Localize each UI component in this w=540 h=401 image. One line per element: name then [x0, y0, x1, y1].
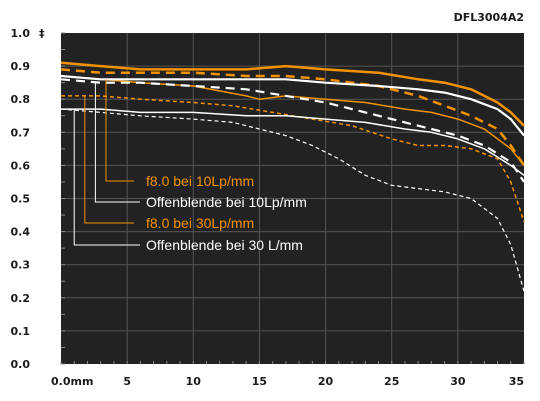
x-axis: 0.0mm 5 10 15 20 25 30 35 [51, 375, 524, 388]
series-line-1 [60, 61, 525, 127]
x-tick-label: 0.0mm [51, 375, 93, 388]
series-group [60, 61, 526, 292]
y-axis: 0.0 0.1 0.2 0.3 0.4 0.5 0.6 0.7 0.8 0.9 1.0 ‡ [11, 27, 46, 371]
chart-code: DFL3004A2 [454, 11, 524, 24]
y-tick-label: 0.3 [11, 259, 31, 272]
legend-label-3: f8.0 bei 30Lp/mm [146, 215, 254, 231]
series-line-6 [60, 78, 525, 183]
series-line-7 [61, 108, 525, 176]
legend-leader-2 [94, 82, 140, 203]
y-tick-label: 0.1 [11, 325, 31, 338]
y-top-marker: ‡ [39, 27, 45, 40]
x-tick-label: 30 [450, 375, 466, 388]
y-tick-label: 0.0 [11, 358, 31, 371]
x-tick-label: 15 [252, 375, 267, 388]
legend-label-4: Offenblende bei 30 L/mm [146, 237, 303, 253]
legend-leader-4 [73, 109, 140, 246]
legend-leader-1 [105, 79, 134, 182]
series-line-5 [60, 74, 525, 137]
series-line-4 [61, 95, 525, 222]
y-tick-label: 0.2 [11, 292, 31, 305]
legend-label-1: f8.0 bei 10Lp/mm [146, 173, 254, 189]
legend-leader-3 [84, 95, 134, 224]
x-tick-label: 5 [123, 375, 131, 388]
x-tick-label: 25 [384, 375, 399, 388]
y-tick-label: 0.6 [11, 159, 31, 172]
y-tick-label: 0.7 [11, 126, 31, 139]
y-tick-label: 0.8 [11, 93, 31, 106]
y-tick-label: 1.0 [11, 27, 31, 40]
x-tick-label: 20 [318, 375, 334, 388]
series-line-2 [60, 68, 526, 167]
x-tick-label: 35 [509, 375, 524, 388]
y-tick-label: 0.4 [11, 226, 31, 239]
legend: f8.0 bei 10Lp/mm Offenblende bei 10Lp/mm f… [73, 79, 307, 253]
legend-label-2: Offenblende bei 10Lp/mm [146, 194, 307, 210]
y-tick-label: 0.5 [11, 193, 31, 206]
y-tick-label: 0.9 [11, 60, 31, 73]
x-tick-label: 10 [186, 375, 202, 388]
series-line-8 [60, 108, 525, 292]
